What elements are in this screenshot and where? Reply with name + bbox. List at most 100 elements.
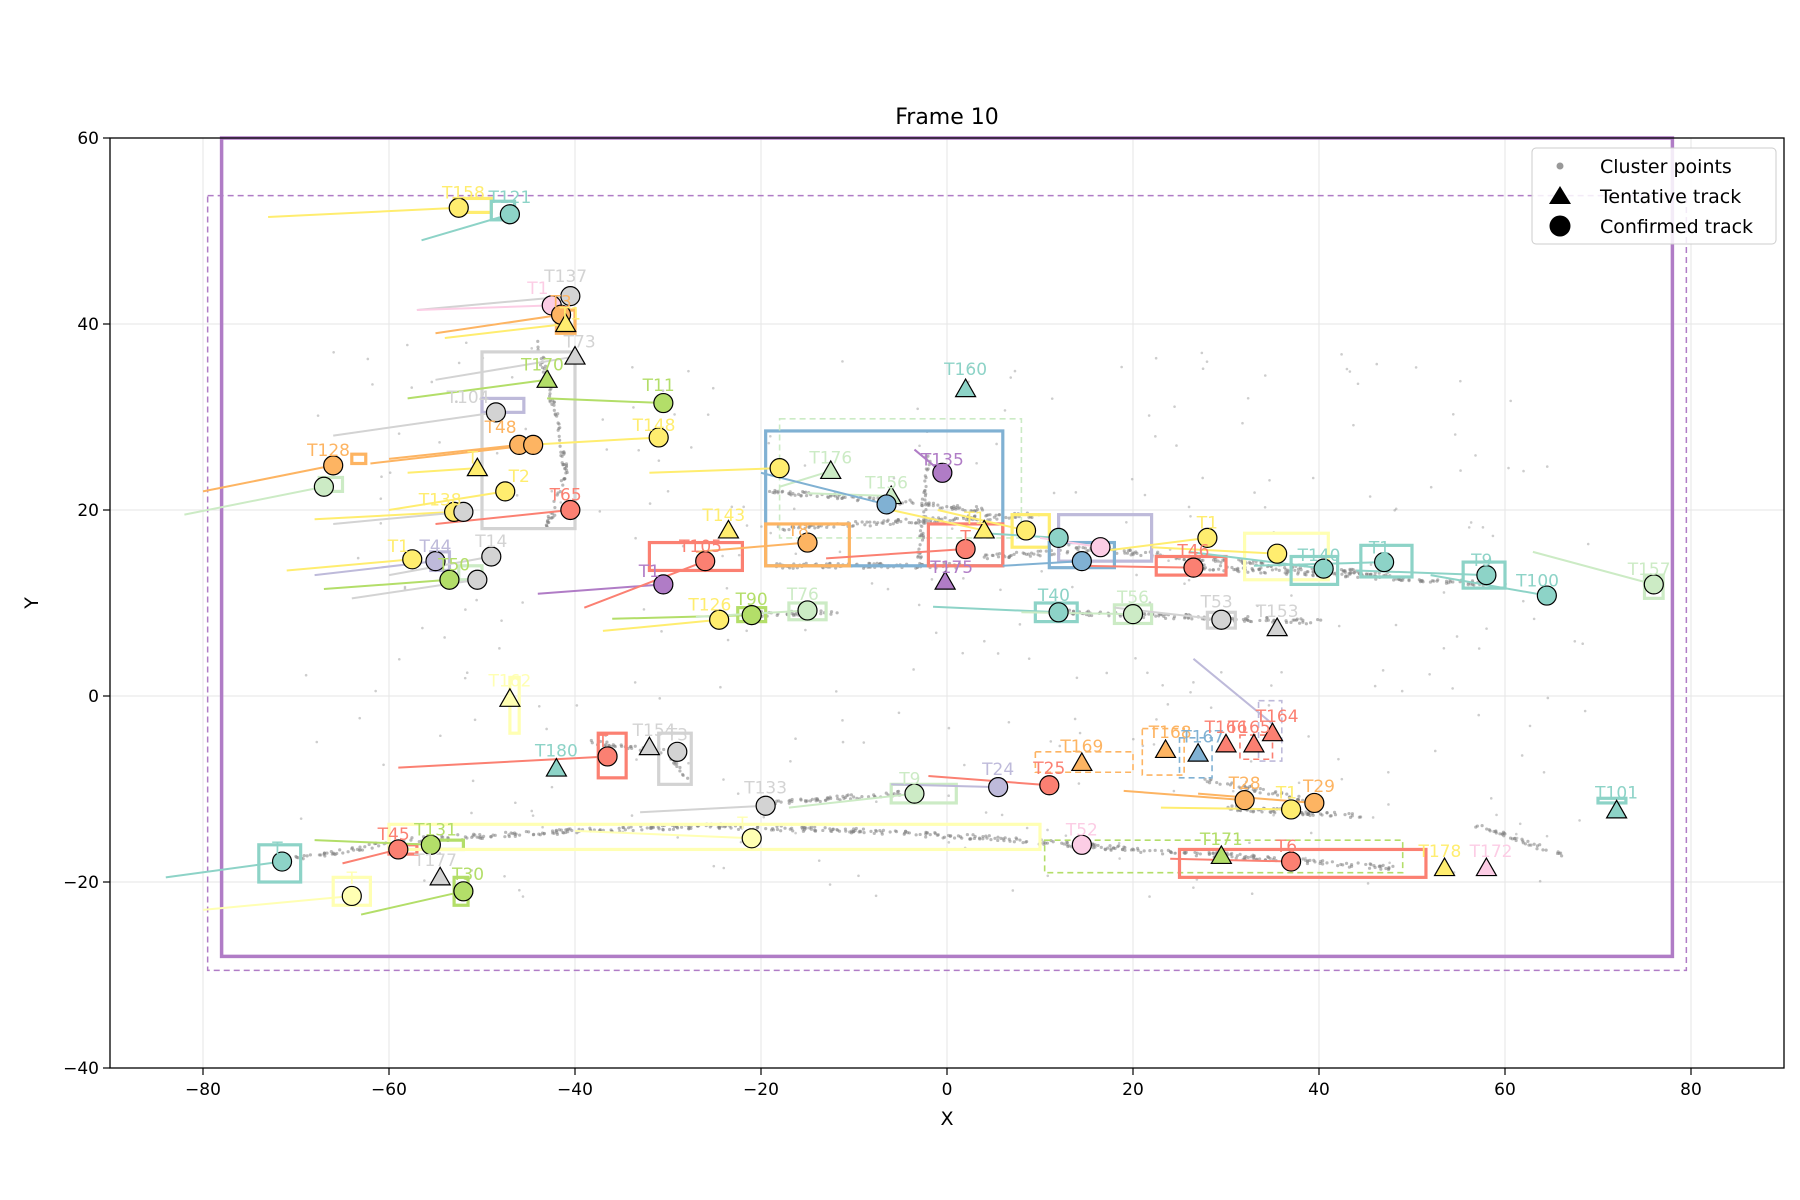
cluster-point xyxy=(1488,829,1492,833)
cluster-point xyxy=(379,497,383,501)
cluster-point xyxy=(1290,594,1293,597)
cluster-point xyxy=(779,800,783,804)
cluster-point xyxy=(1040,569,1043,573)
cluster-point xyxy=(470,835,474,840)
cluster-point xyxy=(649,825,653,829)
track-tail xyxy=(1095,536,1208,553)
cluster-point xyxy=(888,830,892,834)
cluster-point xyxy=(899,520,903,524)
track-tail xyxy=(583,560,706,609)
cluster-point xyxy=(1367,866,1372,870)
cluster-point xyxy=(648,502,652,505)
cluster-point xyxy=(1333,813,1338,817)
track-tail xyxy=(574,829,752,840)
cluster-point xyxy=(924,835,928,839)
y-tick-label: 60 xyxy=(77,129,99,149)
cluster-point xyxy=(1198,852,1202,856)
cluster-point xyxy=(799,798,803,802)
cluster-point xyxy=(301,857,305,861)
track-label: T169 xyxy=(1059,737,1103,757)
cluster-point xyxy=(470,811,473,815)
cluster-point xyxy=(1455,635,1459,638)
track-box xyxy=(387,822,1042,852)
cluster-point xyxy=(308,853,313,857)
cluster-point xyxy=(1220,670,1223,674)
cluster-point xyxy=(1065,841,1070,845)
cluster-point xyxy=(633,681,637,684)
cluster-point xyxy=(866,795,871,799)
cluster-point xyxy=(804,561,808,565)
cluster-point xyxy=(1330,860,1334,864)
cluster-point xyxy=(942,835,947,839)
cluster-point xyxy=(1384,866,1388,871)
cluster-point xyxy=(1453,433,1457,436)
cluster-point xyxy=(1429,485,1433,489)
cluster-point xyxy=(1142,615,1146,620)
cluster-point xyxy=(1481,526,1485,529)
cluster-point xyxy=(1256,604,1259,608)
cluster-point xyxy=(803,464,807,467)
cluster-point xyxy=(840,496,844,500)
cluster-point xyxy=(1073,717,1077,721)
cluster-point xyxy=(1135,573,1138,577)
cluster-point xyxy=(862,831,866,835)
cluster-point xyxy=(1368,862,1372,866)
cluster-point xyxy=(1237,785,1241,789)
cluster-point xyxy=(475,835,479,839)
cluster-point xyxy=(893,520,898,524)
cluster-point xyxy=(631,828,635,833)
track-label: T175 xyxy=(929,558,973,578)
cluster-point xyxy=(825,796,830,800)
x-axis-label: X xyxy=(940,1108,953,1130)
cluster-point xyxy=(518,833,522,837)
track-label: T180 xyxy=(534,741,578,761)
cluster-point xyxy=(1430,579,1435,583)
cluster-point xyxy=(841,740,845,744)
cluster-point xyxy=(800,825,804,829)
confirmed-track-marker xyxy=(271,851,293,872)
cluster-point xyxy=(438,852,442,855)
cluster-point xyxy=(948,519,952,523)
track-tail xyxy=(333,510,464,525)
cluster-point xyxy=(1201,367,1205,371)
cluster-point xyxy=(560,454,564,458)
cluster-point xyxy=(829,612,833,616)
cluster-point xyxy=(852,830,856,834)
cluster-point xyxy=(1027,657,1031,660)
cluster-point xyxy=(1064,834,1068,837)
cluster-point xyxy=(834,690,838,693)
cluster-point xyxy=(868,524,872,528)
y-tick-label: 40 xyxy=(77,315,99,335)
cluster-point xyxy=(1369,563,1373,566)
cluster-point xyxy=(1003,836,1007,840)
cluster-point xyxy=(1466,583,1470,587)
cluster-point xyxy=(933,831,937,835)
track-label: T1 xyxy=(387,537,409,557)
track-tail xyxy=(323,578,450,591)
cluster-point xyxy=(1250,892,1254,896)
cluster-point xyxy=(1491,534,1495,538)
cluster-point xyxy=(803,798,808,803)
cluster-point xyxy=(1125,551,1130,555)
cluster-point xyxy=(1311,476,1315,480)
cluster-point xyxy=(1345,367,1349,371)
cluster-point xyxy=(1304,622,1308,626)
cluster-point xyxy=(947,841,951,844)
cluster-point xyxy=(1024,840,1028,844)
track-box xyxy=(1257,699,1283,762)
track-tail xyxy=(1123,789,1245,802)
cluster-point xyxy=(1231,789,1235,793)
cluster-point xyxy=(1263,374,1267,377)
cluster-point xyxy=(1275,793,1280,797)
cluster-point xyxy=(969,509,973,513)
confirmed-track-marker xyxy=(1536,585,1557,606)
cluster-point xyxy=(858,829,862,833)
cluster-point xyxy=(1321,859,1325,863)
track-label: T101 xyxy=(1594,783,1638,803)
cluster-point xyxy=(857,874,860,878)
cluster-point xyxy=(1163,616,1168,620)
track-label: T9 xyxy=(1470,551,1492,571)
cluster-point xyxy=(1243,784,1247,789)
cluster-point xyxy=(1297,621,1302,625)
legend-label: Tentative track xyxy=(1599,186,1741,208)
